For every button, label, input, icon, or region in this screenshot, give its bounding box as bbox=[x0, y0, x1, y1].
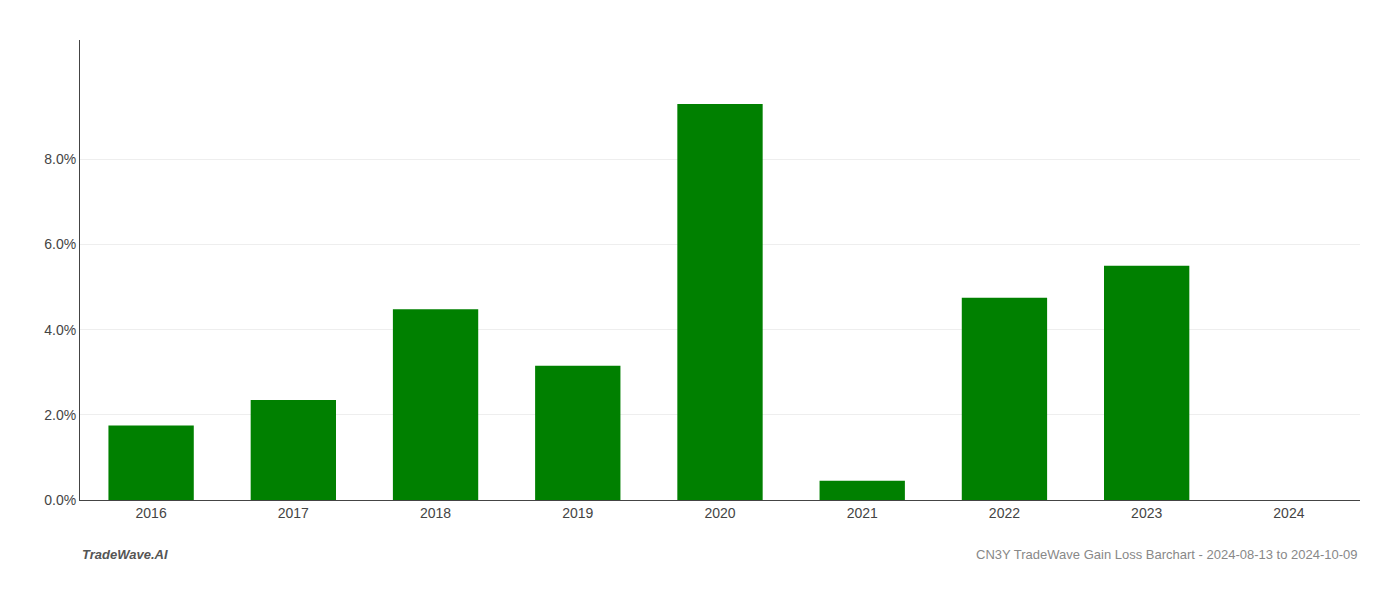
svg-text:2018: 2018 bbox=[420, 505, 451, 521]
svg-text:CN3Y TradeWave Gain Loss Barch: CN3Y TradeWave Gain Loss Barchart - 2024… bbox=[976, 547, 1358, 562]
svg-text:2016: 2016 bbox=[136, 505, 167, 521]
svg-text:2022: 2022 bbox=[989, 505, 1020, 521]
svg-text:TradeWave.AI: TradeWave.AI bbox=[82, 547, 168, 562]
svg-text:2017: 2017 bbox=[278, 505, 309, 521]
svg-text:6.0%: 6.0% bbox=[44, 236, 76, 252]
svg-text:2019: 2019 bbox=[562, 505, 593, 521]
svg-text:2024: 2024 bbox=[1273, 505, 1304, 521]
svg-text:0.0%: 0.0% bbox=[44, 492, 76, 508]
svg-text:2020: 2020 bbox=[704, 505, 735, 521]
svg-text:2.0%: 2.0% bbox=[44, 407, 76, 423]
svg-text:2023: 2023 bbox=[1131, 505, 1162, 521]
svg-text:4.0%: 4.0% bbox=[44, 322, 76, 338]
svg-text:2021: 2021 bbox=[847, 505, 878, 521]
svg-text:8.0%: 8.0% bbox=[44, 151, 76, 167]
